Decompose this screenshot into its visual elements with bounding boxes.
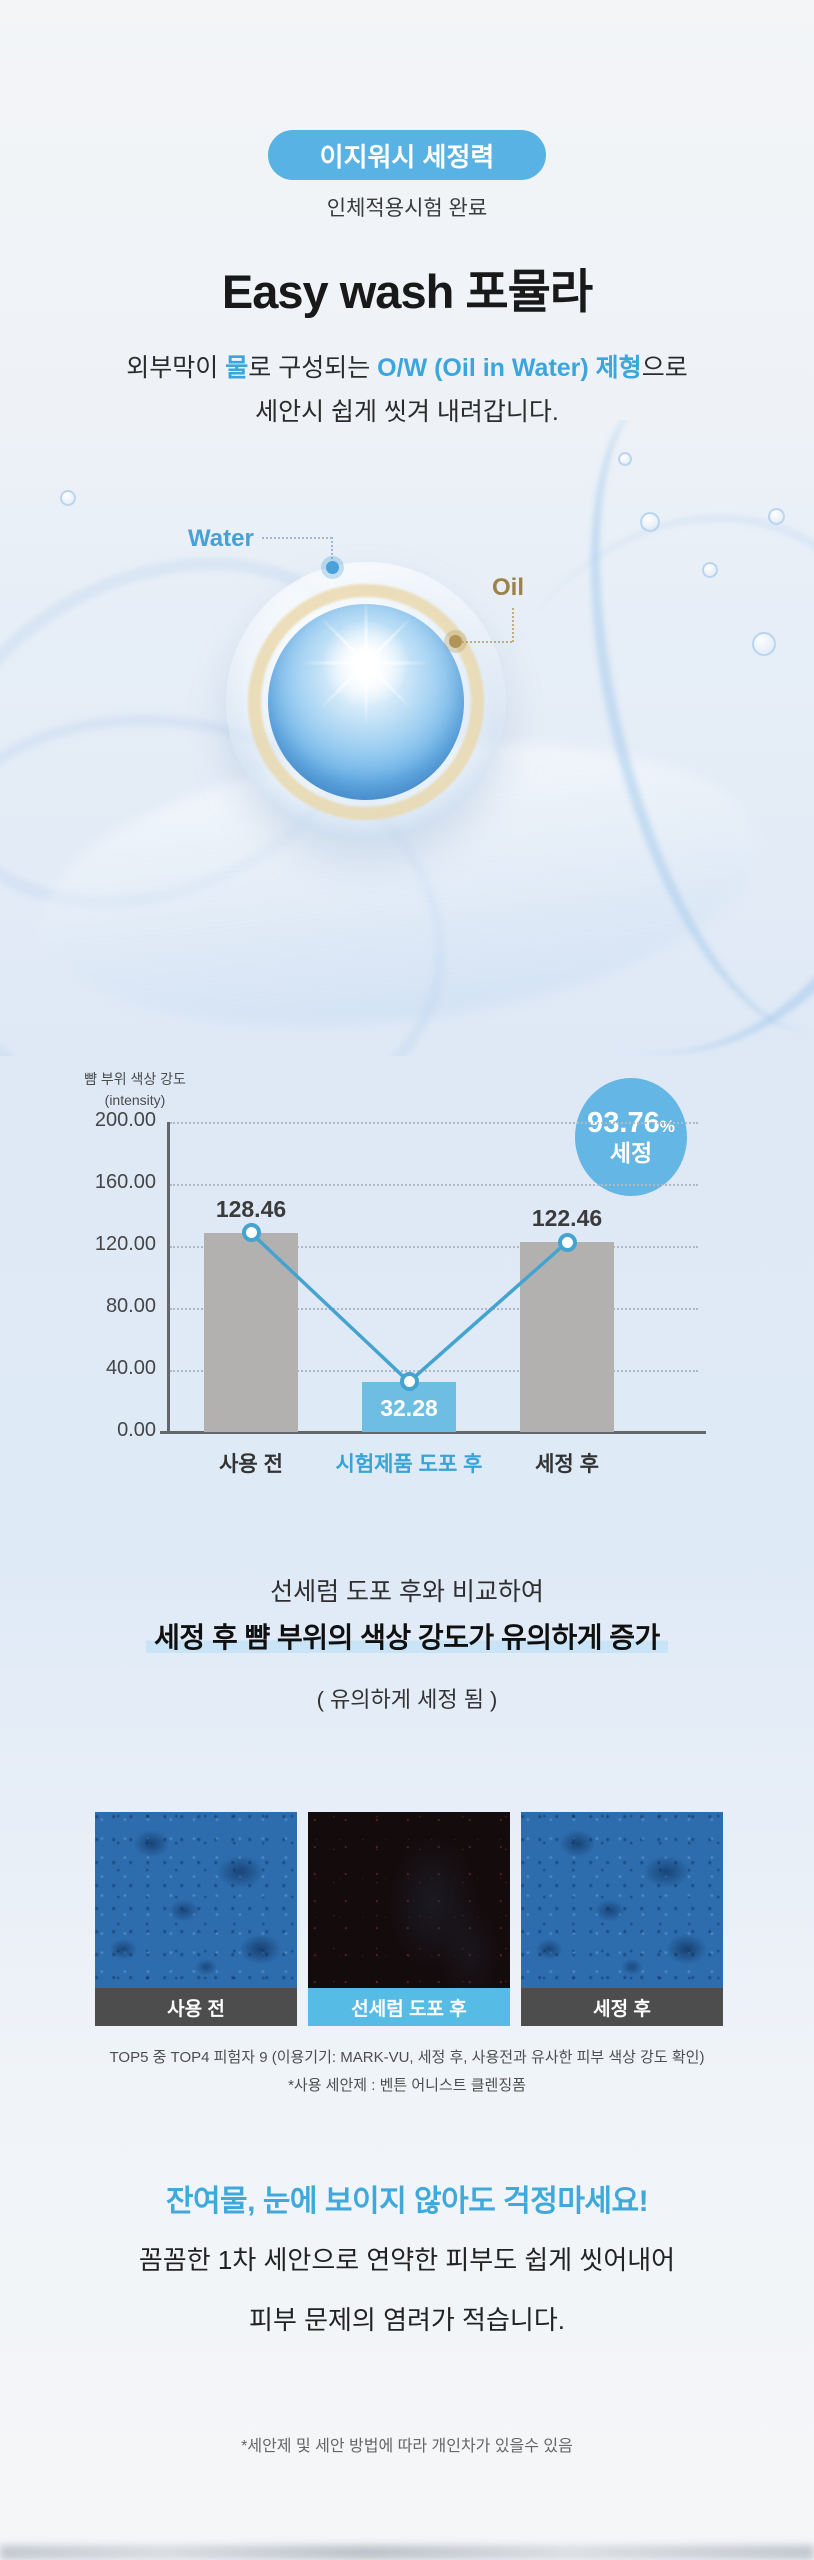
result-line2: 세정 후 뺨 부위의 색상 강도가 유의하게 증가 — [0, 1616, 814, 1656]
bottom-heading: 잔여물, 눈에 보이지 않아도 걱정마세요! — [165, 2185, 649, 2218]
oil-annotation-line — [512, 608, 514, 642]
cleansing-rate-badge: 93.76% 세정 — [575, 1078, 687, 1196]
chart-marker-0 — [241, 1223, 261, 1243]
water-droplet — [618, 452, 632, 466]
cleansing-rate-label: 세정 — [609, 1140, 653, 1167]
desc-text: 외부막이 — [126, 354, 226, 382]
comparison-label-before: 사용 전 — [95, 1988, 297, 2026]
comparison-card-after-wash: 세정 후 — [521, 1812, 723, 2026]
water-droplet — [768, 508, 785, 525]
cleansing-intensity-chart: 뺨 부위 색상 강도 (intensity) 93.76% 세정 200.00 1… — [0, 1040, 814, 1540]
comparison-label-after-serum: 선세럼 도포 후 — [308, 1988, 510, 2026]
y-axis-title-line1: 뺨 부위 색상 강도 — [84, 1071, 186, 1087]
y-axis-tick: 120.00 — [94, 1233, 156, 1255]
chart-x-label-1: 시험제품 도포 후 — [335, 1453, 483, 1476]
section-badge: 이지워시 세정력 — [268, 130, 546, 180]
gridline — [170, 1122, 698, 1124]
oil-annotation-label: Oil — [492, 574, 525, 601]
next-section-edge — [0, 2545, 814, 2560]
comparison-footnote2: *사용 세안제 : 벤튼 어니스트 클렌징폼 — [288, 2077, 526, 2094]
water-annotation-line — [331, 537, 333, 563]
water-annotation-line — [262, 537, 332, 539]
skin-comparison-row: 사용 전 선세럼 도포 후 세정 후 — [95, 1812, 725, 2026]
desc-text: 으로 — [641, 354, 688, 382]
gridline — [170, 1184, 698, 1186]
water-annotation-label: Water — [188, 525, 254, 552]
bottom-line1: 꼼꼼한 1차 세안으로 연약한 피부도 쉽게 씻어내어 — [138, 2245, 676, 2275]
chart-marker-1 — [399, 1372, 419, 1392]
comparison-label-after-wash: 세정 후 — [521, 1988, 723, 2026]
desc-text: 로 구성되는 — [248, 354, 378, 382]
comparison-card-before: 사용 전 — [95, 1812, 297, 2026]
gridline — [170, 1370, 698, 1372]
water-droplet — [752, 632, 776, 656]
y-axis-tick: 80.00 — [105, 1295, 156, 1317]
y-axis-tick: 160.00 — [94, 1171, 156, 1193]
chart-bar-value-2: 122.46 — [531, 1205, 603, 1232]
comparison-card-after-serum: 선세럼 도포 후 — [308, 1812, 510, 2026]
result-line3: ( 유의하게 세정 됨 ) — [316, 1687, 498, 1712]
oil-in-water-bubble — [226, 562, 506, 842]
desc-highlight-ow: O/W (Oil in Water) 제형 — [377, 354, 642, 382]
result-highlighted-text: 세정 후 뺨 부위의 색상 강도가 유의하게 증가 — [146, 1622, 668, 1653]
desc-highlight-water: 물 — [225, 354, 249, 382]
result-line1: 선세럼 도포 후와 비교하여 — [270, 1578, 544, 1606]
water-droplet — [60, 490, 76, 506]
skin-texture-image-before — [95, 1812, 297, 1988]
gridline — [170, 1246, 698, 1248]
chart-bar-value-1: 32.28 — [380, 1394, 438, 1421]
chart-bar-0 — [204, 1232, 298, 1432]
chart-bar-2 — [520, 1242, 614, 1432]
x-axis-line — [160, 1431, 706, 1434]
chart-marker-2 — [557, 1232, 577, 1252]
gridline — [170, 1308, 698, 1310]
water-core — [268, 597, 464, 800]
oil-annotation-dot — [449, 635, 462, 648]
y-axis-title-line2: (intensity) — [104, 1092, 166, 1108]
y-axis-line — [167, 1122, 170, 1434]
bottom-footnote: *세안제 및 세안 방법에 따라 개인차가 있을수 있음 — [241, 2438, 573, 2455]
skin-texture-image-after-serum — [308, 1812, 510, 1988]
water-splash-image: Water Oil — [0, 420, 814, 1056]
light-burst — [323, 619, 409, 706]
comparison-footnote1: TOP5 중 TOP4 피험자 9 (이용기기: MARK-VU, 세정 후, … — [109, 2049, 705, 2066]
section-badge-label: 이지워시 세정력 — [319, 141, 495, 172]
oil-annotation-line — [462, 641, 512, 643]
y-axis-tick: 40.00 — [105, 1357, 156, 1379]
page-title: Easy wash 포뮬라 — [221, 265, 593, 318]
chart-bar-value-0: 128.46 — [215, 1195, 287, 1222]
chart-x-label-0: 사용 전 — [219, 1453, 283, 1476]
water-droplet — [640, 512, 660, 532]
badge-percent: % — [659, 1117, 675, 1137]
description-line2: 세안시 쉽게 씻겨 내려갑니다. — [255, 398, 559, 426]
y-axis-tick: 200.00 — [94, 1109, 156, 1131]
bottom-line2: 피부 문제의 염려가 적습니다. — [249, 2305, 565, 2335]
skin-texture-image-after-wash — [521, 1812, 723, 1988]
chart-x-label-2: 세정 후 — [535, 1453, 599, 1476]
test-complete-label: 인체적용시험 완료 — [326, 197, 488, 220]
y-axis-tick: 0.00 — [117, 1419, 156, 1441]
description-line1: 외부막이 물로 구성되는 O/W (Oil in Water) 제형으로 — [0, 348, 814, 384]
y-axis-title: 뺨 부위 색상 강도 (intensity) — [55, 1069, 215, 1111]
chart-trend-line — [249, 1231, 569, 1385]
water-droplet — [702, 562, 718, 578]
water-annotation-dot — [326, 561, 339, 574]
